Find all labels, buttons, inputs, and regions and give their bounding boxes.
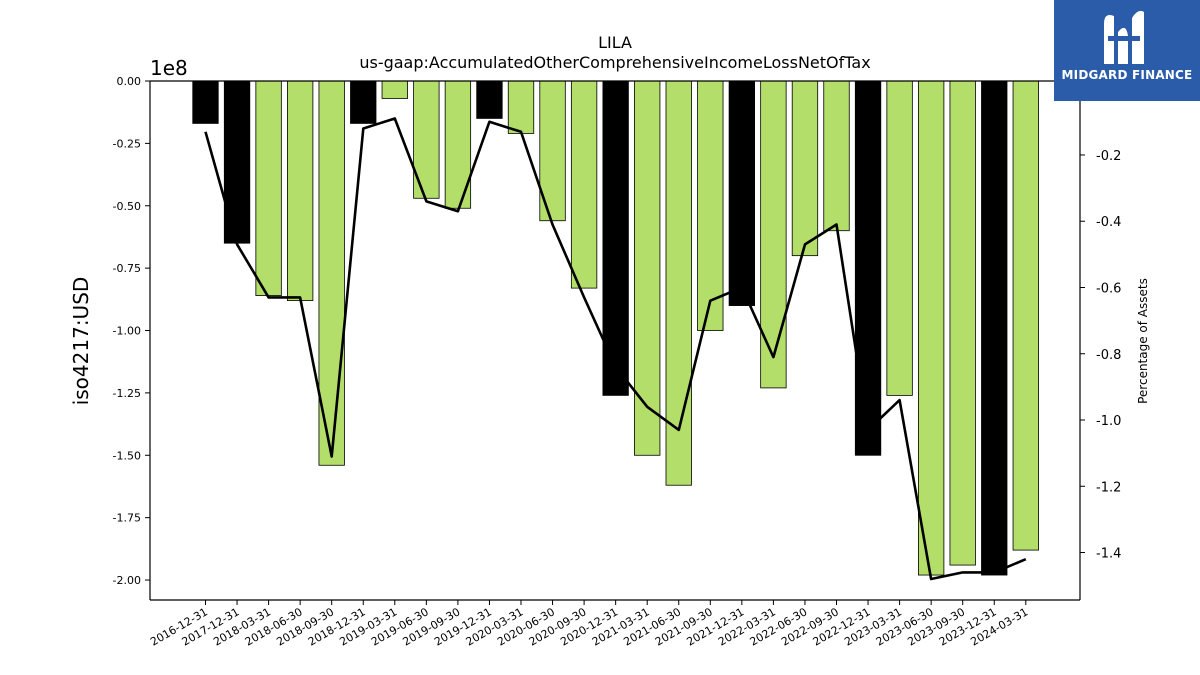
bar (760, 80, 787, 389)
bar (192, 80, 219, 124)
y-tick-label: 0.00 (117, 75, 142, 88)
y-tick-label: -1.00 (113, 325, 141, 338)
y-tick-label: -0.25 (113, 137, 141, 150)
bar (823, 80, 850, 232)
logo-text: MIDGARD FINANCE (1061, 68, 1193, 82)
y2-tick-label: -1.4 (1096, 547, 1121, 562)
y2-tick-label: -1.0 (1096, 414, 1121, 429)
bar (918, 80, 945, 576)
y-tick-label: -1.50 (113, 449, 141, 462)
y-axis-label: iso4217:USD (69, 277, 93, 406)
bar (602, 80, 629, 396)
y-tick-label: -0.50 (113, 200, 141, 213)
bar (981, 80, 1008, 576)
y2-tick-label: -0.2 (1096, 149, 1121, 164)
bar (791, 80, 819, 257)
y2-tick-label: -1.2 (1096, 480, 1121, 495)
bar (286, 80, 314, 301)
y-tick-label: -2.00 (113, 574, 141, 587)
chart-title: LILA (598, 33, 632, 52)
bar (854, 80, 882, 456)
bar (476, 80, 503, 119)
y-tick-label: -1.25 (113, 387, 141, 400)
y2-axis-label: Percentage of Assets (1136, 278, 1150, 404)
logo-mark-icon (1104, 10, 1144, 64)
bar (381, 80, 408, 99)
y-offset-label: 1e8 (150, 56, 188, 80)
series-line (204, 117, 1027, 581)
y-tick-label: -1.75 (113, 512, 141, 525)
bar (634, 80, 661, 456)
chart-subtitle: us-gaap:AccumulatedOtherComprehensiveInc… (359, 53, 870, 72)
bar (1012, 80, 1039, 551)
bar (697, 80, 724, 331)
bar (665, 80, 692, 486)
y-tick-label: -0.75 (113, 262, 141, 275)
bar (570, 80, 598, 289)
bar (350, 80, 377, 124)
bar (255, 80, 282, 296)
bar (728, 80, 755, 306)
bar (886, 80, 913, 396)
bar (223, 80, 251, 244)
bar (318, 80, 345, 466)
bar (949, 80, 976, 566)
y2-tick-label: -0.4 (1096, 215, 1121, 230)
y2-tick-label: -0.6 (1096, 281, 1121, 296)
brand-logo: MIDGARD FINANCE (1054, 0, 1200, 101)
y2-tick-label: -0.8 (1096, 348, 1121, 363)
bar (507, 80, 535, 134)
